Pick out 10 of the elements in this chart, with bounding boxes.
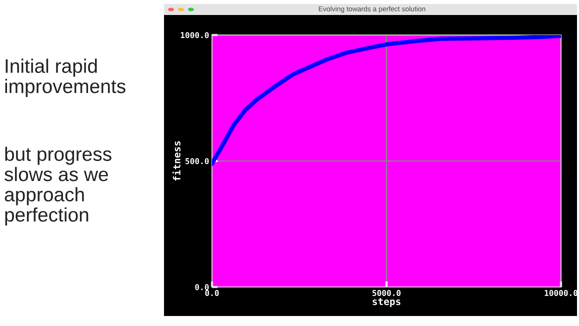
y-tick-label: 500.0 [186,158,209,164]
text: but progress slows as we approach perfection [4,146,112,226]
text: Initial rapid improvements [5,58,126,98]
y-tick-label: 1000.0 [180,32,209,38]
x-tick-label: 10000.0 [544,290,578,296]
x-tick-label: 5000.0 [372,290,401,296]
x-tick-label: 0.0 [205,290,219,296]
y-axis-title: fitness [172,141,180,181]
y-tick-label: 0.0 [195,284,209,290]
x-axis-title: steps [372,298,400,307]
